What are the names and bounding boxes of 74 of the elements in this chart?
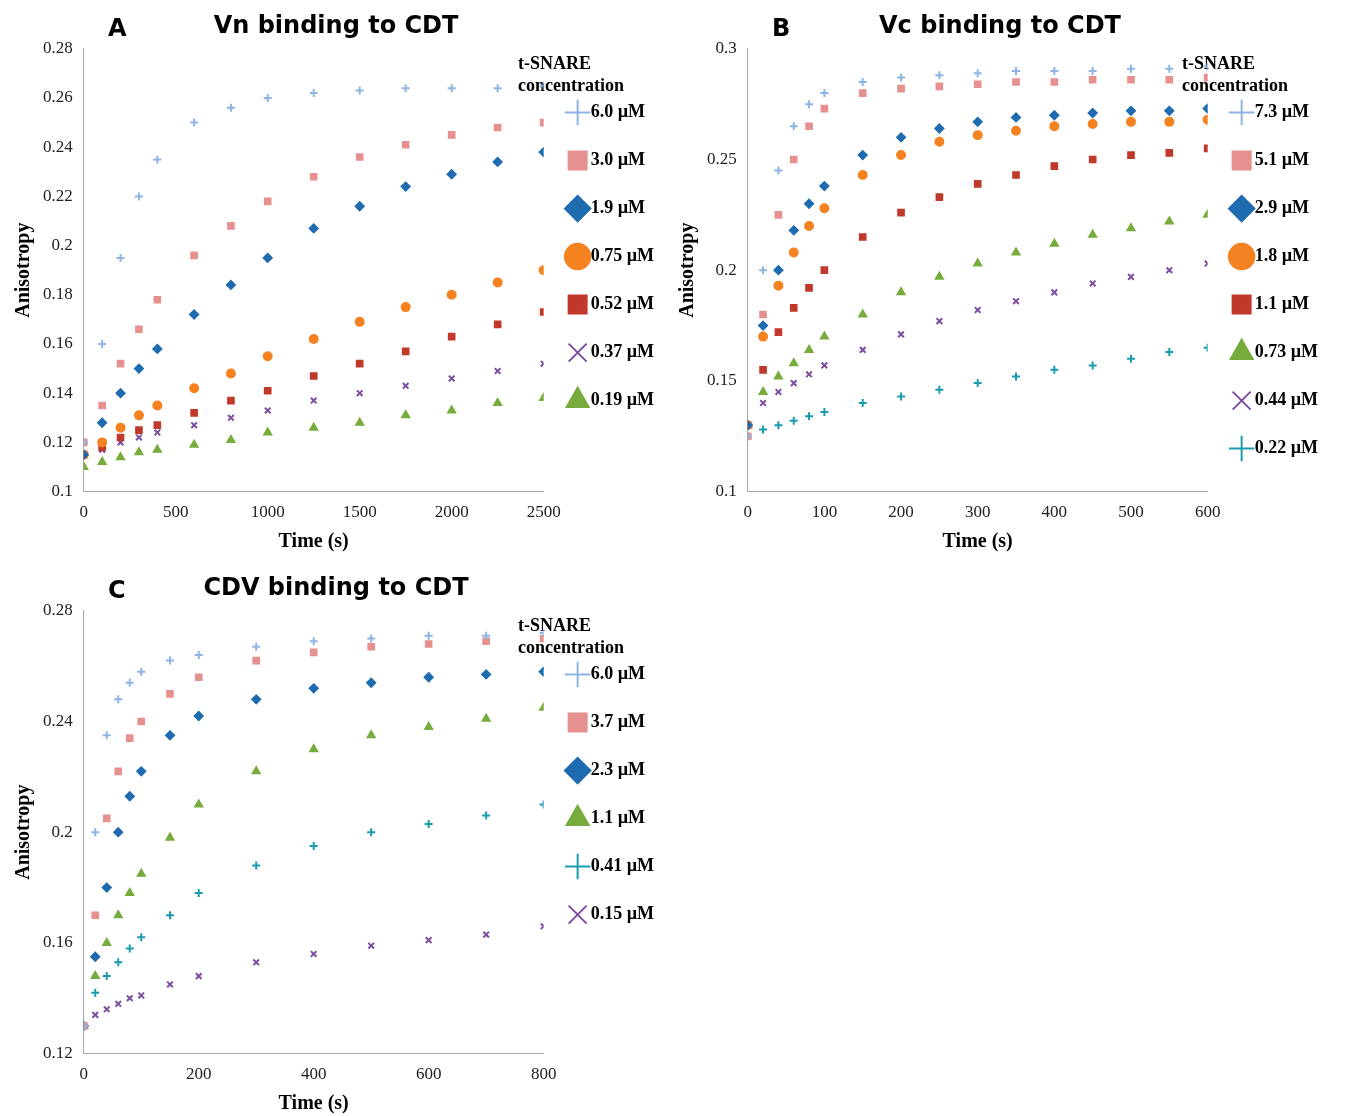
legend-title: t-SNARE concentration <box>518 614 625 658</box>
x-tick-label: 1000 <box>250 502 285 522</box>
legend-label: 6.0 µM <box>590 663 646 684</box>
y-tick-label: 0.18 <box>43 284 73 304</box>
legend-label: 7.3 µM <box>1254 101 1310 122</box>
text: B <box>772 14 791 42</box>
legend-label: 0.19 µM <box>590 389 655 410</box>
x-tick-label: 400 <box>300 1064 327 1084</box>
y-tick-label: 0.28 <box>43 38 73 58</box>
y-tick-label: 0.2 <box>51 821 73 841</box>
y-tick-label: 0.26 <box>43 87 73 107</box>
x-tick-label: 600 <box>1194 502 1221 522</box>
legend-title: t-SNARE concentration <box>518 52 625 96</box>
y-tick-label: 0.1 <box>51 481 73 501</box>
y-tick-label: 0.15 <box>707 370 737 390</box>
x-tick-label: 300 <box>964 502 991 522</box>
legend-label: 3.7 µM <box>590 711 646 732</box>
y-axis-title: Anisotropy <box>11 222 35 318</box>
legend-title: t-SNARE concentration <box>1182 52 1289 96</box>
x-tick-label: 200 <box>185 1064 212 1084</box>
y-tick-label: 0.16 <box>43 333 73 353</box>
legend-label: 1.8 µM <box>1254 245 1310 266</box>
chart-title: Vc binding to CDT <box>879 10 1122 39</box>
legend-label: 0.44 µM <box>1254 389 1319 410</box>
legend-label: 6.0 µM <box>590 101 646 122</box>
legend-label: 0.22 µM <box>1254 437 1319 458</box>
x-tick-label: 0 <box>79 502 88 522</box>
legend-label: 0.73 µM <box>1254 341 1319 362</box>
chart-title: CDV binding to CDT <box>203 572 470 601</box>
x-tick-label: 600 <box>415 1064 442 1084</box>
y-tick-label: 0.22 <box>43 185 73 205</box>
x-tick-label: 400 <box>1041 502 1068 522</box>
x-tick-label: 2500 <box>526 502 561 522</box>
text: A <box>108 14 127 42</box>
legend-label: 0.15 µM <box>590 903 655 924</box>
y-tick-label: 0.24 <box>43 136 74 156</box>
y-tick-label: 0.14 <box>43 382 74 402</box>
legend-label: 0.37 µM <box>590 341 655 362</box>
y-tick-label: 0.25 <box>707 148 737 168</box>
y-tick-label: 0.16 <box>43 932 73 952</box>
y-tick-label: 0.2 <box>51 235 73 255</box>
y-tick-label: 0.12 <box>43 1043 73 1063</box>
x-axis-title: Time (s) <box>942 529 1013 553</box>
y-tick-label: 0.28 <box>43 600 73 620</box>
legend-label: 2.3 µM <box>590 759 646 780</box>
legend-label: 0.75 µM <box>590 245 655 266</box>
y-tick-label: 0.24 <box>43 710 74 730</box>
x-tick-label: 100 <box>811 502 838 522</box>
legend-label: 0.41 µM <box>590 855 655 876</box>
y-tick-label: 0.2 <box>715 259 737 279</box>
x-tick-label: 2000 <box>434 502 469 522</box>
chart-title: Vn binding to CDT <box>213 10 459 39</box>
x-tick-label: 500 <box>1118 502 1144 522</box>
y-tick-label: 0.3 <box>715 38 737 58</box>
legend-label: 0.52 µM <box>590 293 655 314</box>
legend-label: 1.9 µM <box>590 197 646 218</box>
x-tick-label: 0 <box>79 1064 88 1084</box>
legend-label: 5.1 µM <box>1254 149 1310 170</box>
legend-label: 2.9 µM <box>1254 197 1310 218</box>
legend-label: 3.0 µM <box>590 149 646 170</box>
y-axis-title: Anisotropy <box>675 222 699 318</box>
x-tick-label: 200 <box>888 502 914 522</box>
text: C <box>108 576 126 604</box>
y-axis-title: Anisotropy <box>11 784 35 880</box>
x-tick-label: 1500 <box>342 502 377 522</box>
x-tick-label: 0 <box>743 502 752 522</box>
x-axis-title: Time (s) <box>278 529 349 553</box>
y-tick-label: 0.1 <box>715 481 737 501</box>
legend-label: 1.1 µM <box>1254 293 1310 314</box>
x-tick-label: 500 <box>162 502 189 522</box>
x-tick-label: 800 <box>530 1064 557 1084</box>
legend-label: 1.1 µM <box>590 807 646 828</box>
y-tick-label: 0.12 <box>43 431 73 451</box>
x-axis-title: Time (s) <box>278 1091 349 1115</box>
